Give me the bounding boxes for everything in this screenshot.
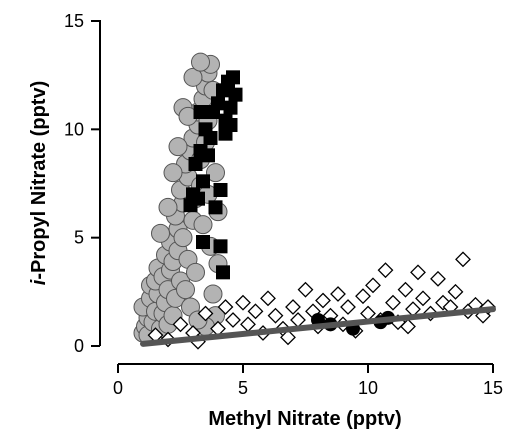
data-point-grey-circle xyxy=(206,163,225,183)
data-point-open-diamond xyxy=(355,288,371,305)
x-ticks: 0 5 10 15 xyxy=(113,364,503,398)
data-point-open-diamond xyxy=(267,307,284,324)
data-point-open-diamond xyxy=(415,290,431,307)
data-point-open-diamond xyxy=(217,299,234,315)
data-point-grey-circle xyxy=(163,163,183,183)
data-point-black-square xyxy=(196,235,210,249)
data-point-open-diamond xyxy=(410,264,426,281)
data-point-grey-circle xyxy=(183,67,203,87)
data-point-black-square xyxy=(216,265,230,280)
data-point-open-diamond xyxy=(447,283,464,300)
data-point-black-square xyxy=(188,157,203,171)
plot-area xyxy=(133,52,496,350)
series-square-black xyxy=(183,70,243,280)
x-tick-label: 5 xyxy=(238,378,248,398)
data-point-black-square xyxy=(223,100,238,115)
data-point-open-diamond xyxy=(235,294,251,311)
data-point-black-square xyxy=(193,105,208,119)
y-tick-label: 10 xyxy=(64,119,84,139)
data-point-grey-circle xyxy=(158,197,178,217)
data-point-open-diamond xyxy=(285,299,301,315)
data-point-open-diamond xyxy=(430,270,446,287)
data-point-open-diamond xyxy=(315,292,331,309)
series-fit-line xyxy=(140,306,496,347)
data-point-grey-circle xyxy=(193,215,213,235)
data-point-grey-circle xyxy=(203,284,223,304)
data-point-open-diamond xyxy=(225,312,241,328)
data-point-grey-circle xyxy=(176,280,195,300)
data-point-black-square xyxy=(213,183,228,197)
data-point-black-square xyxy=(191,191,205,206)
data-point-open-diamond xyxy=(240,316,256,333)
data-point-black-square xyxy=(213,239,228,254)
data-point-open-diamond xyxy=(330,286,346,302)
data-point-grey-circle xyxy=(186,262,205,282)
data-point-black-square xyxy=(211,96,225,111)
data-point-open-diamond xyxy=(385,294,401,311)
data-point-black-square xyxy=(228,87,243,102)
y-tick-label: 15 xyxy=(64,11,84,31)
data-point-grey-circle xyxy=(151,223,170,243)
y-axis-title-prefix: i xyxy=(28,279,50,285)
x-axis-title: Methyl Nitrate (pptv) xyxy=(208,408,401,430)
data-point-grey-circle xyxy=(173,228,193,248)
data-point-open-diamond xyxy=(247,303,264,320)
data-point-black-square xyxy=(196,174,210,189)
data-point-open-diamond xyxy=(290,312,306,328)
y-tick-label: 5 xyxy=(74,228,84,248)
data-point-open-diamond xyxy=(260,290,276,307)
data-point-open-diamond xyxy=(172,316,189,333)
data-point-black-square xyxy=(208,200,223,215)
data-point-open-diamond xyxy=(377,262,394,279)
y-axis-title-rest: -Propyl Nitrate (pptv) xyxy=(28,81,50,280)
y-axis-title: i-Propyl Nitrate (pptv) xyxy=(28,81,50,285)
data-point-black-square xyxy=(201,148,215,163)
data-point-open-diamond xyxy=(197,305,214,322)
data-point-open-diamond xyxy=(455,251,471,268)
data-point-black-square xyxy=(226,70,240,85)
data-point-open-diamond xyxy=(400,318,416,335)
data-point-grey-circle xyxy=(191,52,210,72)
y-ticks: 0 5 10 15 xyxy=(64,11,100,356)
data-point-open-diamond xyxy=(365,277,381,294)
data-point-grey-circle xyxy=(168,137,188,157)
x-tick-label: 10 xyxy=(358,378,378,398)
data-point-open-diamond xyxy=(280,329,296,346)
data-point-black-square xyxy=(218,126,233,141)
fit-line xyxy=(140,306,496,347)
data-point-open-diamond xyxy=(397,281,414,298)
x-tick-label: 0 xyxy=(113,378,123,398)
data-point-open-diamond xyxy=(340,299,356,315)
data-point-open-diamond xyxy=(297,281,314,298)
x-tick-label: 15 xyxy=(483,378,503,398)
y-tick-label: 0 xyxy=(74,336,84,356)
data-point-black-square xyxy=(203,131,218,145)
